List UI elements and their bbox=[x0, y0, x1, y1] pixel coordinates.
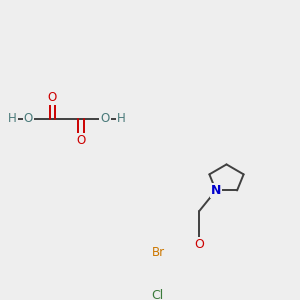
Text: O: O bbox=[76, 134, 85, 147]
Text: Cl: Cl bbox=[152, 289, 164, 300]
Text: O: O bbox=[48, 91, 57, 104]
Text: O: O bbox=[100, 112, 109, 125]
Text: O: O bbox=[194, 238, 204, 251]
Text: N: N bbox=[211, 184, 221, 197]
Text: O: O bbox=[24, 112, 33, 125]
Text: Br: Br bbox=[152, 246, 166, 260]
Text: H: H bbox=[116, 112, 125, 125]
Text: H: H bbox=[8, 112, 17, 125]
